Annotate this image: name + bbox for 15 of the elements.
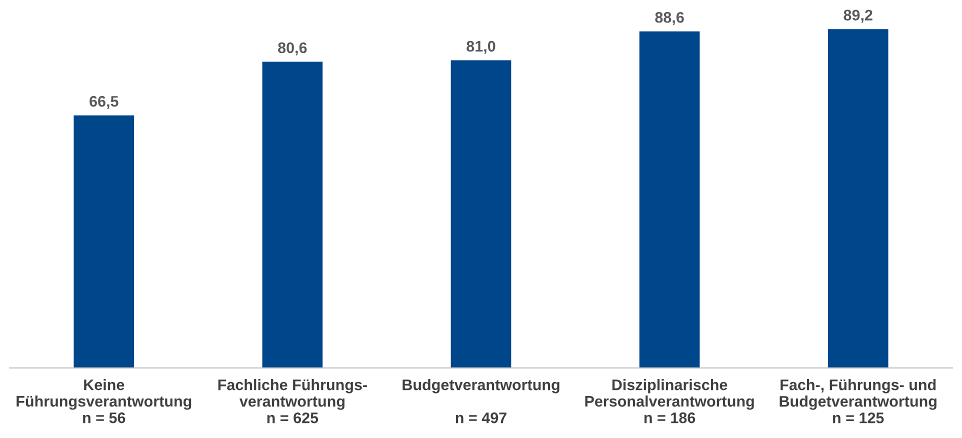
x-tick-label: Disziplinarische Personalverantwortung n = 186 xyxy=(585,379,754,424)
bar xyxy=(262,62,323,368)
x-tick-label: Keine Führungsverantwortung n = 56 xyxy=(16,379,192,424)
x-tick-label: Fach-, Führungs- und Budgetverantwortung n = 125 xyxy=(780,379,936,424)
data-label: 66,5 xyxy=(90,96,118,109)
bar xyxy=(450,60,512,368)
category-label: Budgetverantwortung n = 497 xyxy=(402,379,560,424)
data-label: 88,6 xyxy=(655,12,684,26)
data-label: 81,0 xyxy=(466,40,496,54)
x-tick-label: Fachliche Führungs- verantwortung n = 625 xyxy=(218,379,367,424)
bar xyxy=(74,115,134,368)
bar xyxy=(828,29,888,368)
data-label: 89,2 xyxy=(844,10,872,23)
data-label: 80,6 xyxy=(278,42,307,56)
bar xyxy=(639,31,700,368)
